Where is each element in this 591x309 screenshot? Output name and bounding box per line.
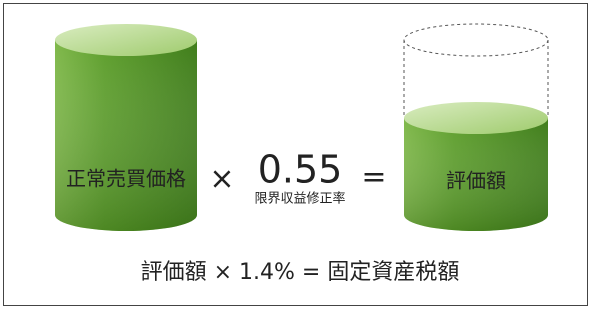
multiply: × [209,162,234,197]
right-label: 評価額 [446,169,506,193]
factor-value: 0.55 [258,148,343,192]
left-cylinder: 正常売買価格 [55,24,197,231]
factor-caption: 限界収益修正率 [254,191,345,207]
dashed-top [404,24,548,56]
cylinder-top [55,24,197,56]
cylinder-shade [55,40,197,231]
cylinder-top [404,102,548,134]
left-label: 正常売買価格 [66,167,186,191]
formula: 評価額 × 1.4% = 固定資産税額 [141,260,460,285]
diagram: 正常売買価格 × 0.55 限界収益修正率 = 評価額 評価額 × 1.4% =… [0,0,591,309]
page: 正常売買価格 × 0.55 限界収益修正率 = 評価額 評価額 × 1.4% =… [0,0,591,309]
equals: = [361,160,386,195]
right-cylinder: 評価額 [404,24,548,231]
